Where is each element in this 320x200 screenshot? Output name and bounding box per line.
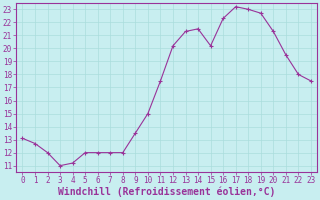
X-axis label: Windchill (Refroidissement éolien,°C): Windchill (Refroidissement éolien,°C) [58,187,276,197]
